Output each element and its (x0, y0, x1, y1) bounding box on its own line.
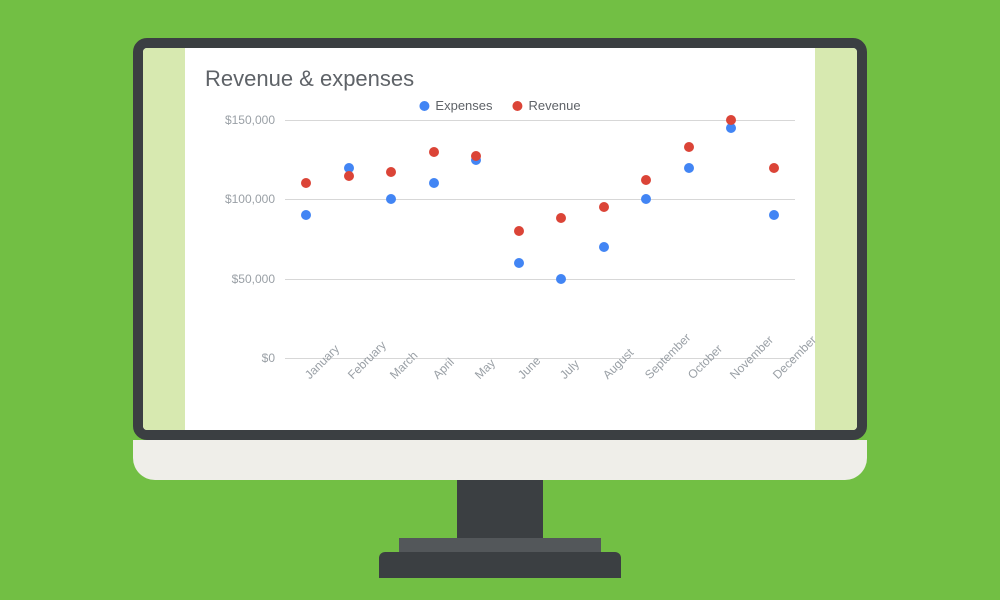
data-point (556, 274, 566, 284)
data-point (684, 142, 694, 152)
data-point (514, 258, 524, 268)
monitor-base-top (399, 538, 601, 552)
x-axis-label: April (430, 355, 457, 382)
right-accent-strip (815, 48, 857, 430)
gridline (285, 120, 795, 121)
x-axis-label: October (685, 342, 725, 382)
chart-title: Revenue & expenses (205, 66, 414, 92)
gridline (285, 279, 795, 280)
legend-dot-icon (513, 101, 523, 111)
data-point (599, 202, 609, 212)
legend-label: Expenses (435, 98, 492, 113)
gridline (285, 199, 795, 200)
chart-area: Revenue & expenses Expenses Revenue $0 $50,0… (185, 48, 815, 430)
data-point (599, 242, 609, 252)
screen-content: Revenue & expenses Expenses Revenue $0 $50,0… (143, 48, 857, 430)
y-axis-label: $150,000 (185, 113, 275, 127)
data-point (429, 178, 439, 188)
x-axis-label: August (600, 346, 636, 382)
data-point (641, 175, 651, 185)
monitor-screen: Revenue & expenses Expenses Revenue $0 $50,0… (133, 38, 867, 440)
data-point (386, 167, 396, 177)
data-point (769, 163, 779, 173)
x-axis-label: March (387, 348, 420, 381)
data-point (769, 210, 779, 220)
monitor-base (379, 552, 621, 578)
y-axis-label: $50,000 (185, 272, 275, 286)
monitor-neck (457, 480, 543, 538)
legend-label: Revenue (529, 98, 581, 113)
legend-dot-icon (419, 101, 429, 111)
x-axis-label: February (345, 338, 389, 382)
y-axis-label: $0 (185, 351, 275, 365)
data-point (386, 194, 396, 204)
left-accent-strip (143, 48, 185, 430)
data-point (471, 151, 481, 161)
x-axis-label: January (302, 342, 342, 382)
legend-item: Revenue (513, 98, 581, 113)
data-point (344, 171, 354, 181)
x-axis-label: May (472, 356, 498, 382)
data-point (556, 213, 566, 223)
stage: Revenue & expenses Expenses Revenue $0 $50,0… (0, 0, 1000, 600)
data-point (301, 210, 311, 220)
monitor-chin (133, 440, 867, 480)
chart-legend: Expenses Revenue (419, 98, 580, 113)
data-point (684, 163, 694, 173)
y-axis-label: $100,000 (185, 192, 275, 206)
data-point (514, 226, 524, 236)
data-point (641, 194, 651, 204)
x-axis-label: September (642, 330, 693, 381)
data-point (301, 178, 311, 188)
x-axis-label: July (557, 357, 582, 382)
data-point (726, 115, 736, 125)
legend-item: Expenses (419, 98, 492, 113)
data-point (429, 147, 439, 157)
